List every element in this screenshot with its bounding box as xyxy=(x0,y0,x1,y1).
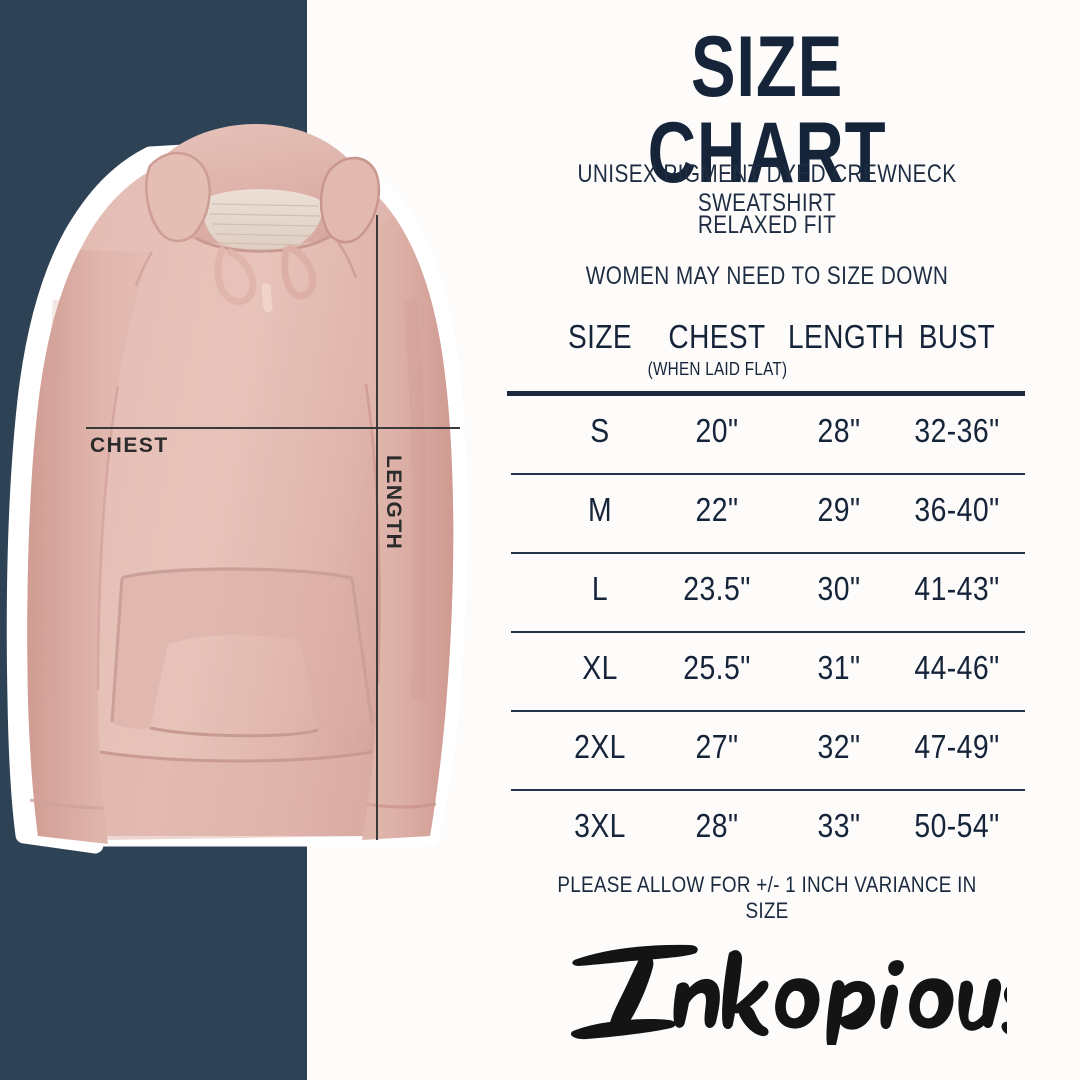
chest-guide-label: CHEST xyxy=(90,434,169,457)
subtitle-sizing-advice: WOMEN MAY NEED TO SIZE DOWN xyxy=(585,262,949,290)
cell-chest: 20" xyxy=(695,412,739,449)
column-header-chest: CHEST xyxy=(668,318,766,355)
cell-bust: 36-40" xyxy=(914,491,1000,528)
cell-chest: 23.5" xyxy=(683,570,751,607)
cell-size: 2XL xyxy=(574,728,626,765)
column-header-size: SIZE xyxy=(567,318,633,355)
cell-length: 32" xyxy=(817,728,861,765)
garment-photo: CHEST LENGTH xyxy=(0,0,510,1080)
cell-chest: 22" xyxy=(695,491,739,528)
chest-measure-note: (WHEN LAID FLAT) xyxy=(647,359,788,379)
page-title: SIZE CHART xyxy=(647,19,887,201)
cell-size: L xyxy=(591,570,609,607)
inkopious-wordmark-icon: R xyxy=(570,944,1058,1050)
column-header-bust: BUST xyxy=(918,318,996,355)
row-divider xyxy=(511,789,1025,791)
row-divider xyxy=(511,552,1025,554)
cell-size: M xyxy=(587,491,613,528)
cell-length: 30" xyxy=(817,570,861,607)
cell-chest: 27" xyxy=(695,728,739,765)
length-guide-label: LENGTH xyxy=(382,455,405,551)
hoodie-illustration xyxy=(6,124,468,854)
header-divider xyxy=(507,391,1025,396)
cell-size: XL xyxy=(582,649,618,686)
cell-size: 3XL xyxy=(574,807,626,844)
row-divider xyxy=(511,473,1025,475)
variance-note: PLEASE ALLOW FOR +/- 1 INCH VARIANCE IN … xyxy=(557,872,977,923)
row-divider xyxy=(511,710,1025,712)
cell-chest: 28" xyxy=(695,807,739,844)
table-row: L 23.5" 30" 41-43" xyxy=(507,554,1025,633)
cell-bust: 41-43" xyxy=(914,570,1000,607)
subtitle-fit: RELAXED FIT xyxy=(697,211,837,239)
cell-length: 33" xyxy=(817,807,861,844)
chest-guide-line xyxy=(86,427,460,429)
subtitle-product: UNISEX PIGMENT DYED CREWNECK SWEATSHIRT xyxy=(577,160,957,217)
cell-chest: 25.5" xyxy=(683,649,751,686)
chart-content: SIZE CHART UNISEX PIGMENT DYED CREWNECK … xyxy=(507,0,1080,1080)
cell-bust: 50-54" xyxy=(914,807,1000,844)
table-row: M 22" 29" 36-40" xyxy=(507,475,1025,554)
table-row: 2XL 27" 32" 47-49" xyxy=(507,712,1025,791)
brand-logo: R xyxy=(537,925,1058,1050)
table-row: 3XL 28" 33" 50-54" xyxy=(507,791,1025,870)
cell-bust: 32-36" xyxy=(914,412,1000,449)
table-row: XL 25.5" 31" 44-46" xyxy=(507,633,1025,712)
cell-size: S xyxy=(590,412,610,449)
cell-bust: 44-46" xyxy=(914,649,1000,686)
column-header-length: LENGTH xyxy=(788,318,905,355)
table-row: S 20" 28" 32-36" xyxy=(507,396,1025,475)
length-guide-line xyxy=(376,215,378,840)
cell-length: 31" xyxy=(817,649,861,686)
row-divider xyxy=(511,631,1025,633)
cell-bust: 47-49" xyxy=(914,728,1000,765)
cell-length: 28" xyxy=(817,412,861,449)
cell-length: 29" xyxy=(817,491,861,528)
